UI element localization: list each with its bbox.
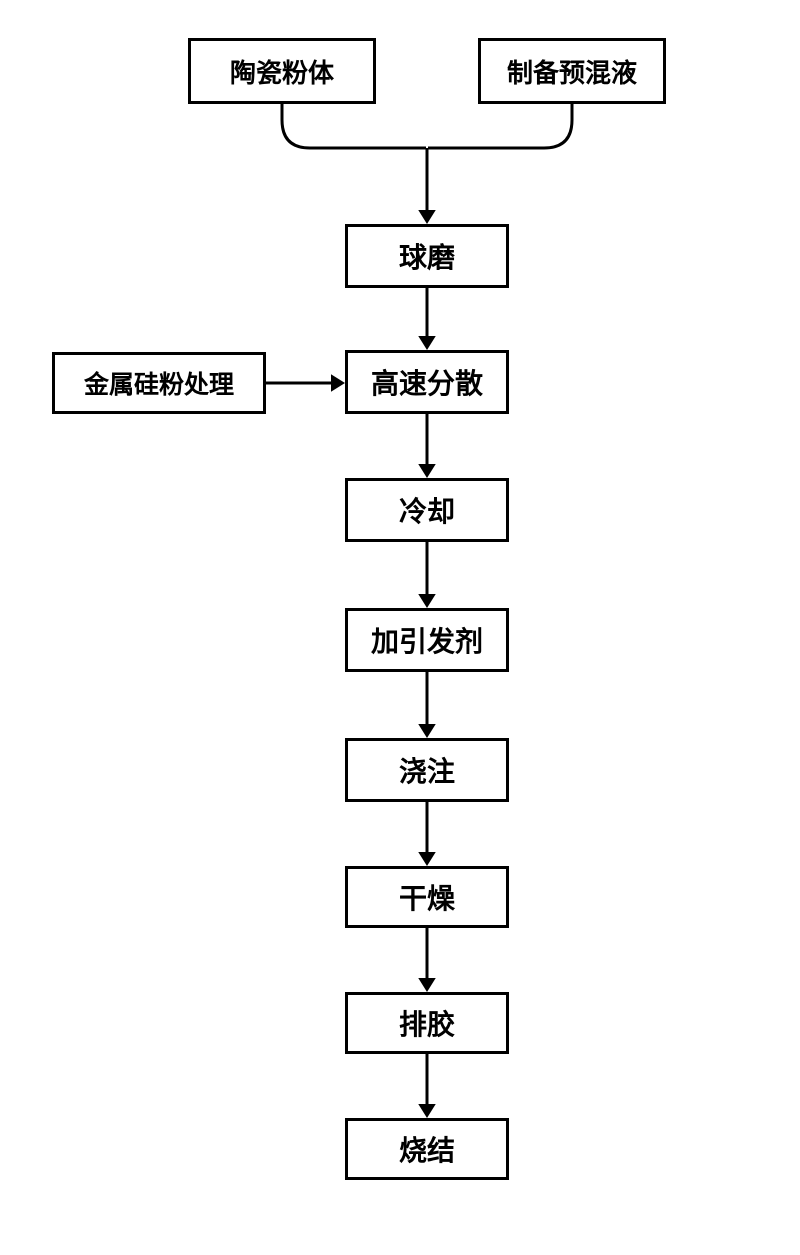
flow-node-initiator: 加引发剂: [345, 608, 509, 672]
flow-node-label: 烧结: [399, 1129, 455, 1169]
flow-node-cast: 浇注: [345, 738, 509, 802]
flow-node-disperse: 高速分散: [345, 350, 509, 414]
flow-node-label: 浇注: [399, 750, 455, 790]
flow-node-label: 冷却: [399, 490, 455, 530]
flow-node-sinter: 烧结: [345, 1118, 509, 1180]
flow-node-silicon: 金属硅粉处理: [52, 352, 266, 414]
flow-node-label: 金属硅粉处理: [84, 365, 234, 401]
flow-node-label: 加引发剂: [371, 620, 483, 660]
flow-node-label: 陶瓷粉体: [230, 53, 334, 90]
flow-node-dry: 干燥: [345, 866, 509, 928]
flow-node-label: 排胶: [399, 1003, 455, 1043]
flow-node-label: 高速分散: [371, 362, 483, 402]
flow-node-ceramic: 陶瓷粉体: [188, 38, 376, 104]
flow-node-label: 球磨: [399, 236, 455, 276]
flow-node-label: 制备预混液: [507, 53, 637, 90]
flow-node-cool: 冷却: [345, 478, 509, 542]
flow-node-ballmill: 球磨: [345, 224, 509, 288]
flow-node-label: 干燥: [399, 877, 455, 917]
flow-node-premix: 制备预混液: [478, 38, 666, 104]
flow-node-debind: 排胶: [345, 992, 509, 1054]
